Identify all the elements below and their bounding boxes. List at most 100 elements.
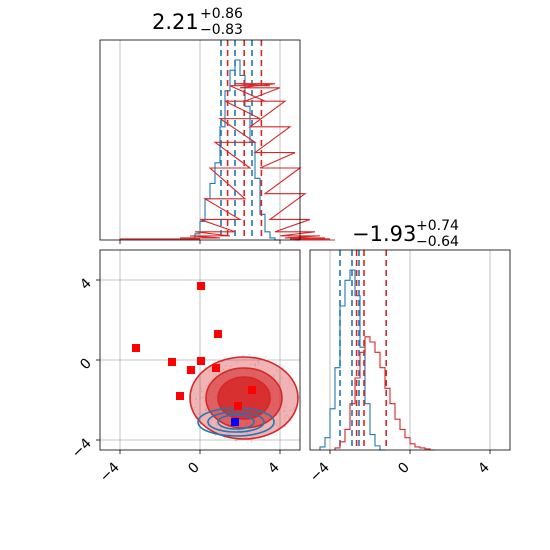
sample-dot	[283, 410, 286, 412]
sample-dot	[281, 377, 284, 379]
right-hist-xtick-label: 4	[475, 459, 493, 477]
square-marker	[187, 366, 195, 374]
sample-dot	[283, 365, 285, 368]
marker-points	[132, 282, 256, 426]
sample-dot	[284, 406, 287, 409]
right-title-plus: +0.74	[416, 218, 459, 234]
top-hist-hist-step	[119, 83, 335, 241]
sample-dot	[288, 381, 291, 384]
sample-dot	[254, 364, 256, 366]
square-marker	[176, 392, 184, 400]
sample-dot	[234, 439, 236, 442]
sample-dot	[244, 436, 247, 439]
scatter-xtick-label: −4	[97, 459, 123, 485]
sample-dot	[263, 438, 266, 441]
sample-dot	[257, 362, 260, 365]
square-marker	[197, 357, 205, 365]
sample-dot	[192, 389, 194, 391]
sample-dot	[275, 369, 278, 372]
sample-dot	[246, 432, 249, 434]
sample-dot	[205, 408, 208, 410]
square-marker	[132, 344, 140, 352]
sample-dot	[260, 429, 262, 431]
square-marker	[214, 330, 222, 338]
sample-dot	[283, 417, 286, 419]
contour-level	[207, 411, 265, 433]
sample-dot	[202, 396, 205, 399]
right-title-value: −1.93	[352, 222, 417, 246]
sample-dot	[215, 421, 218, 424]
sample-dot	[243, 358, 246, 361]
sample-dot	[279, 412, 281, 415]
top-left-title: 2.21 +0.86 −0.83	[152, 6, 252, 40]
sample-dot	[279, 364, 281, 366]
sample-dot	[219, 362, 221, 365]
sample-dot	[222, 368, 224, 371]
sample-dot	[198, 412, 200, 415]
sample-dot	[223, 437, 226, 439]
square-marker	[168, 358, 176, 366]
right-hist-hist-step	[319, 269, 385, 451]
right-hist-xtick-label: 0	[395, 460, 413, 478]
sample-dot	[273, 375, 275, 378]
right-title-minus: −0.64	[416, 234, 459, 250]
sample-dot	[198, 372, 200, 374]
square-marker	[197, 282, 205, 290]
sample-dot	[228, 433, 230, 436]
square-marker	[212, 364, 220, 372]
sample-dot	[214, 434, 217, 437]
sample-dot	[272, 374, 275, 377]
sample-dot	[215, 424, 218, 426]
sample-dot	[236, 439, 238, 441]
sample-dot	[250, 441, 253, 443]
sample-dot	[219, 428, 222, 430]
top-title-value: 2.21	[152, 10, 199, 34]
sample-dot	[236, 439, 238, 441]
sample-dot	[267, 436, 270, 438]
scatter-ytick-label: 4	[77, 275, 95, 293]
sample-dot	[257, 361, 259, 364]
sample-dot	[285, 369, 288, 372]
sample-dot	[250, 363, 252, 365]
sample-dot	[290, 419, 292, 422]
sample-dot	[199, 418, 202, 420]
scatter-ytick-label: 0	[77, 356, 95, 374]
sample-dot	[242, 354, 244, 357]
sample-dot	[285, 414, 288, 417]
right-hist-series-1	[334, 250, 435, 451]
sample-dot	[247, 441, 249, 444]
top-title-plus: +0.86	[200, 6, 243, 22]
sample-dot	[225, 365, 227, 367]
sample-dot	[287, 417, 290, 420]
right-hist-xtick-label: −4	[307, 459, 333, 485]
sample-dot	[293, 406, 296, 409]
sample-dot	[219, 432, 222, 435]
sample-dot	[289, 409, 291, 412]
sample-dot	[205, 385, 208, 387]
sample-dot	[257, 360, 260, 363]
sample-dot	[276, 419, 278, 421]
sample-dot	[275, 434, 278, 436]
top-title-minus: −0.83	[200, 22, 243, 38]
sample-dot	[289, 416, 291, 418]
sample-dot	[208, 370, 211, 372]
sample-dot	[286, 387, 289, 389]
sample-dot	[250, 440, 253, 443]
sample-dot	[200, 390, 203, 393]
sample-dot	[199, 396, 202, 399]
top-hist-series-1	[119, 40, 335, 241]
sample-dot	[275, 361, 277, 364]
sample-dot	[204, 409, 207, 411]
bottom-right-title: −1.93 +0.74 −0.64	[352, 218, 482, 252]
sample-dot	[209, 421, 212, 424]
sample-dot	[276, 422, 278, 425]
square-marker	[248, 386, 256, 394]
sample-dot	[235, 439, 237, 442]
sample-dot	[204, 366, 207, 369]
sample-dot	[200, 387, 202, 390]
sample-dot	[264, 355, 267, 358]
sample-dot	[277, 427, 280, 429]
contour-set-1	[197, 407, 275, 437]
sample-dot	[300, 401, 303, 403]
